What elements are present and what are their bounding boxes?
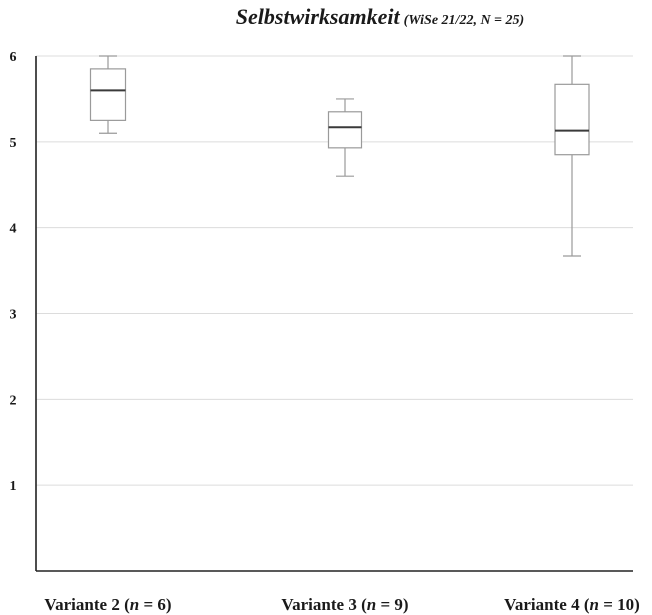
y-tick-label: 3 — [10, 308, 17, 323]
category-n-symbol: n — [130, 595, 139, 614]
category-n-symbol: n — [589, 595, 598, 614]
x-category-label: Variante 2 (n = 6) — [44, 595, 171, 614]
y-tick-label: 5 — [10, 136, 17, 151]
y-tick-label: 1 — [10, 479, 17, 494]
iqr-box — [327, 111, 363, 149]
category-prefix: Variante 3 ( — [281, 595, 367, 614]
y-tick-label: 2 — [10, 393, 17, 408]
axis-layer — [35, 56, 633, 572]
box-layer — [89, 55, 590, 257]
y-tick-label: 4 — [10, 222, 17, 237]
box-plot-1 — [89, 55, 127, 134]
category-n-symbol: n — [367, 595, 376, 614]
iqr-box — [89, 68, 127, 121]
chart-title: Selbstwirksamkeit (WiSe 21/22, N = 25) — [120, 4, 640, 30]
category-prefix: Variante 2 ( — [44, 595, 130, 614]
iqr-box — [554, 83, 590, 156]
chart-subtitle: (WiSe 21/22, N = 25) — [403, 13, 525, 28]
category-suffix: = 6) — [139, 595, 171, 614]
box-plot-3 — [554, 55, 590, 257]
box-plot-2 — [327, 98, 363, 177]
category-suffix: = 10) — [599, 595, 640, 614]
category-suffix: = 9) — [376, 595, 408, 614]
y-tick-label: 6 — [10, 50, 17, 65]
x-category-label: Variante 4 (n = 10) — [504, 595, 640, 614]
category-prefix: Variante 4 ( — [504, 595, 590, 614]
chart-title-main: Selbstwirksamkeit — [235, 4, 400, 29]
x-category-label: Variante 3 (n = 9) — [281, 595, 408, 614]
